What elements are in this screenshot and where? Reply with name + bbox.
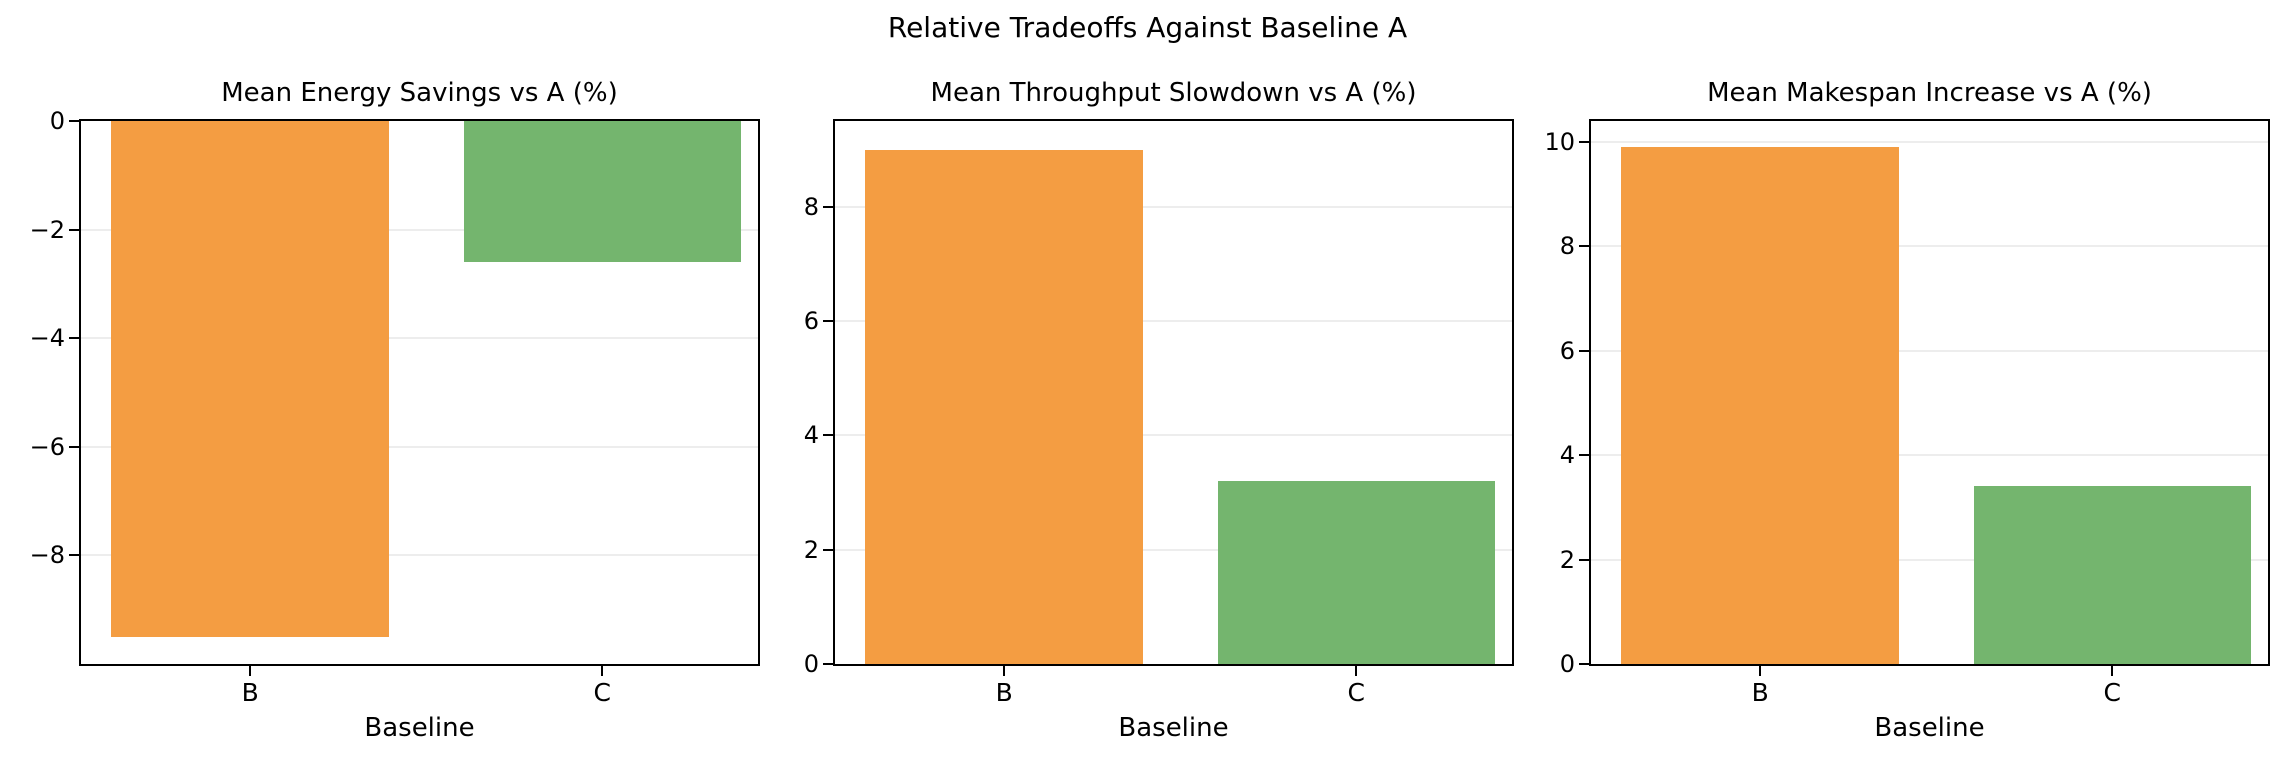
y-tick--2 [69,228,79,231]
figure-suptitle: Relative Tradeoffs Against Baseline A [887,11,1408,44]
gridline-y-8 [81,554,758,557]
x-tick-C [1355,666,1358,676]
plot-area: B C 0 2 4 6 8 [804,119,1514,707]
y-tick-label-0: 0 [1559,650,1575,678]
gridline-y2 [835,548,1512,551]
y-tick-label-6: 6 [1559,336,1575,365]
y-tick-label-10: 10 [1544,127,1575,156]
x-tick-label-C: C [2103,678,2122,707]
gridline-y6 [1591,349,2268,352]
plot-area: B C 0 2 4 6 8 10 [1544,119,2270,707]
gridline-y-4 [81,337,758,340]
gridline-y-6 [81,445,758,448]
y-tick-10 [1579,140,1589,143]
y-tick-2 [1579,558,1589,561]
subplot-throughput-slowdown: Mean Throughput Slowdown vs A (%) B C 0 2 4 6… [804,0,1514,765]
x-tick-label-B: B [995,678,1013,707]
bar-C [1217,481,1496,664]
y-tick-label-4: 4 [803,421,819,450]
gridline-y-2 [81,228,758,231]
subplot-title: Mean Throughput Slowdown vs A (%) [930,78,1417,108]
y-tick-8 [823,205,833,208]
x-tick-C [2111,666,2114,676]
y-tick-0 [1579,663,1589,665]
x-tick-label-C: C [593,678,612,707]
y-tick--4 [69,337,79,340]
bar-C [463,121,742,263]
y-tick--6 [69,445,79,448]
y-tick-label--4: −4 [29,324,65,353]
gridline-y2 [1591,558,2268,561]
subplot-energy-savings: Mean Energy Savings vs A (%) B C 0 −2 −4 −6 −8… [30,0,760,765]
gridline-y8 [835,205,1512,208]
gridline-y6 [835,320,1512,323]
y-tick-4 [823,434,833,437]
y-tick-4 [1579,454,1589,457]
y-tick-2 [823,548,833,551]
y-tick--8 [69,554,79,557]
plot-area: B C 0 −2 −4 −6 −8 [30,107,760,707]
x-axis-label: Baseline [1874,713,1985,743]
y-tick-label-4: 4 [1559,441,1575,470]
subplot-makespan-increase: Mean Makespan Increase vs A (%) B C 0 2 4 6 8 1… [1544,0,2270,765]
y-tick-label--2: −2 [29,215,65,244]
bar-B [1621,147,1900,664]
y-tick-label-0: 0 [49,107,65,135]
x-tick-label-C: C [1347,678,1366,707]
gridline-y4 [1591,454,2268,457]
bar-C [1973,486,2252,664]
y-tick-label-2: 2 [1559,545,1575,574]
subplot-title: Mean Energy Savings vs A (%) [221,78,618,108]
x-axis-label: Baseline [1118,713,1229,743]
gridline-y8 [1591,245,2268,248]
y-tick-label--6: −6 [29,432,65,461]
bar-B [865,149,1144,664]
x-tick-B [1003,666,1006,676]
y-tick-0 [823,663,833,665]
y-tick-label-0: 0 [803,650,819,678]
y-tick-6 [1579,349,1589,352]
gridline-y10 [1591,140,2268,143]
y-tick-label-6: 6 [803,307,819,336]
gridline-y4 [835,434,1512,437]
y-tick-label-8: 8 [803,192,819,221]
bar-B [111,121,390,637]
y-tick-0 [69,120,79,122]
y-tick-label-2: 2 [803,535,819,564]
y-tick-label--8: −8 [29,541,65,570]
x-tick-label-B: B [241,678,259,707]
y-tick-label-8: 8 [1559,232,1575,261]
x-tick-C [601,666,604,676]
subplot-title: Mean Makespan Increase vs A (%) [1707,78,2152,108]
y-tick-6 [823,320,833,323]
x-tick-label-B: B [1751,678,1769,707]
x-tick-B [1759,666,1762,676]
x-tick-B [249,666,252,676]
x-axis-label: Baseline [364,713,475,743]
y-tick-8 [1579,245,1589,248]
